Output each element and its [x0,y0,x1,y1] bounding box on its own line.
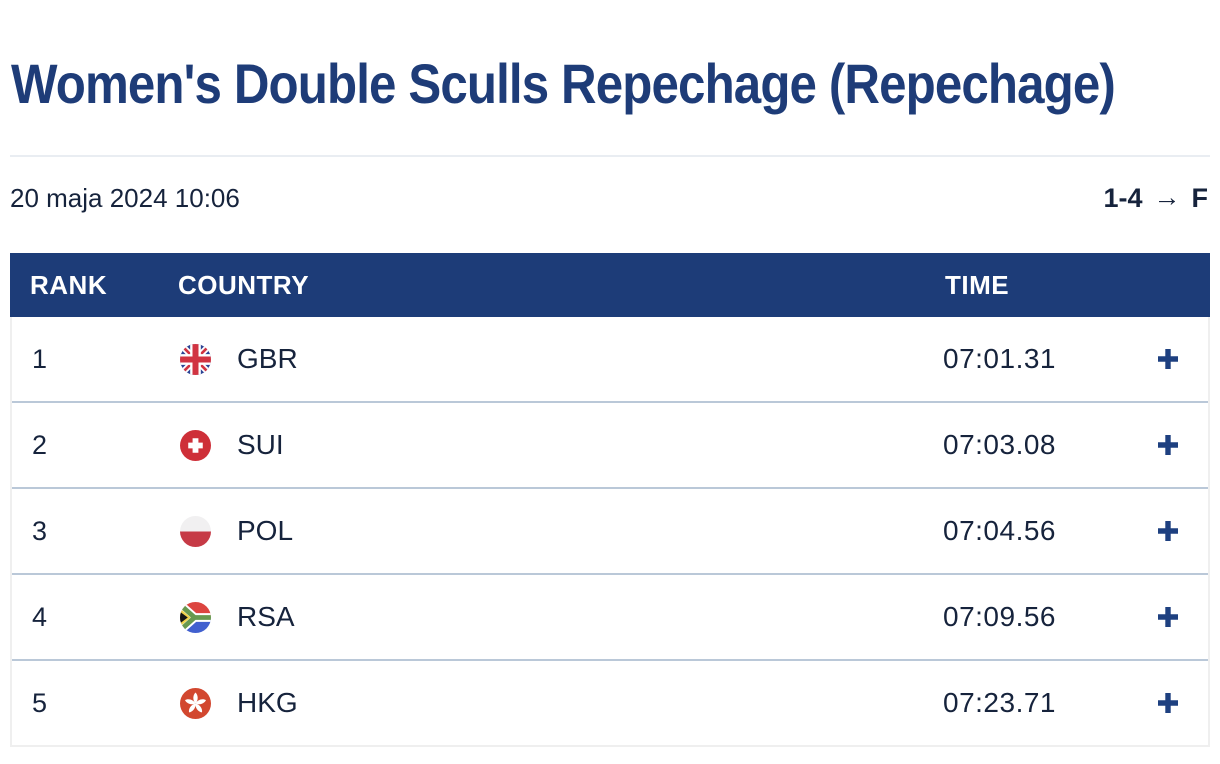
progression-target: F [1191,183,1209,213]
time-cell: 07:23.71 [943,687,1056,718]
arrow-right-icon: → [1153,182,1181,212]
plus-icon [1158,607,1178,627]
title-row: Women's Double Sculls Repechage (Repecha… [0,0,1220,112]
country-code: SUI [237,429,284,460]
expand-row-button[interactable] [1148,339,1188,379]
time-cell: 07:09.56 [943,601,1056,632]
rank-cell: 3 [32,515,48,546]
column-header-rank: RANK [30,269,108,300]
table-row: 4 RSA 07:09.56 [12,575,1208,661]
time-cell: 07:03.08 [943,429,1056,460]
table-row: 2 SUI 07:03.08 [12,403,1208,489]
country-code: GBR [237,343,298,374]
flag-gbr-icon [180,343,211,375]
plus-icon [1158,521,1178,541]
time-cell: 07:01.31 [943,343,1056,374]
table-row: 5 HKG 07:23.71 [12,661,1208,745]
table-body: 1 GBR 07:01.31 2 SUI 07:03.08 [10,317,1210,747]
expand-row-button[interactable] [1148,683,1188,723]
page-title: Women's Double Sculls Repechage (Repecha… [11,52,1116,115]
meta-row: 20 maja 2024 10:06 1-4 → F [10,182,1209,214]
country-code: POL [237,515,294,546]
column-header-time: TIME [945,269,1010,300]
table-row: 1 GBR 07:01.31 [12,317,1208,403]
expand-row-button[interactable] [1148,425,1188,465]
table-header: RANK COUNTRY TIME [10,253,1210,317]
country-cell: RSA [180,601,933,633]
column-header-country: COUNTRY [178,269,310,300]
expand-row-button[interactable] [1148,597,1188,637]
country-code: HKG [237,687,298,718]
country-cell: SUI [180,429,933,461]
flag-sui-icon [180,429,211,461]
title-divider [10,155,1210,157]
time-cell: 07:04.56 [943,515,1056,546]
rank-cell: 5 [32,687,48,718]
progression-label: 1-4 → F [1103,182,1209,214]
progression-range: 1-4 [1103,183,1143,213]
flag-pol-icon [180,515,211,547]
rank-cell: 2 [32,429,48,460]
race-datetime: 20 maja 2024 10:06 [10,183,240,213]
plus-icon [1158,693,1178,713]
country-cell: POL [180,515,933,547]
expand-row-button[interactable] [1148,511,1188,551]
plus-icon [1158,349,1178,369]
table-row: 3 POL 07:04.56 [12,489,1208,575]
country-code: RSA [237,601,295,632]
country-cell: HKG [180,687,933,719]
rank-cell: 1 [32,343,48,374]
rank-cell: 4 [32,601,48,632]
results-table: RANK COUNTRY TIME 1 GBR 07:01.31 2 SUI 0… [10,253,1210,747]
plus-icon [1158,435,1178,455]
flag-hkg-icon [180,687,211,719]
flag-rsa-icon [180,601,211,633]
country-cell: GBR [180,343,933,375]
